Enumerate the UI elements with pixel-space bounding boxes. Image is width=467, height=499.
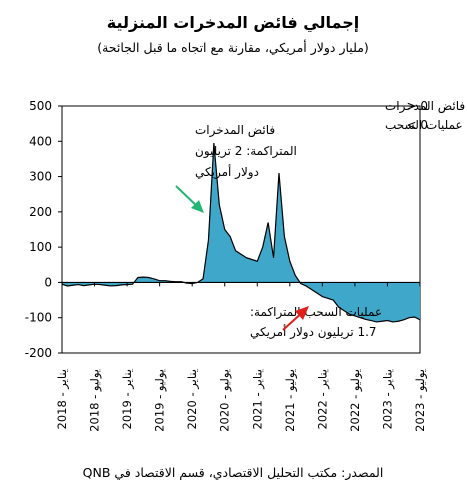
x-tick-label: يناير - 2018: [55, 369, 70, 429]
y-tick-label: 500: [29, 99, 52, 113]
y-tick-label: 100: [29, 240, 52, 254]
legend-symbol-excess: > 0: [406, 99, 428, 113]
y-tick-label: 300: [29, 170, 52, 184]
annotation-excess-line-2: المتراكمة: 2 تريليون: [195, 144, 297, 159]
annotation-excess-line-1: فائض المدخرات: [195, 123, 275, 138]
chart-source: المصدر: مكتب التحليل الاقتصادي، قسم الاق…: [83, 465, 384, 481]
x-tick-label: يناير - 2020: [185, 369, 200, 429]
legend-symbol-drawdown: < 0: [406, 118, 428, 132]
annotation-drawdown: عمليات السحب المتراكمة: 1.7 تريليون دولا…: [250, 305, 382, 340]
y-tick-label: -200: [25, 346, 52, 360]
legend: فائض المدخرات > 0 عمليات السحب < 0: [385, 99, 465, 132]
x-tick-label: يناير - 2021: [250, 369, 265, 429]
x-tick-label: يوليو - 2021: [283, 369, 298, 432]
annotation-excess-line-3: دولار أمريكي: [195, 164, 259, 180]
x-tick-label: يوليو - 2018: [88, 369, 103, 432]
x-tick-label: يوليو - 2022: [348, 369, 363, 432]
y-tick-label: -100: [25, 311, 52, 325]
y-tick-label: 200: [29, 205, 52, 219]
x-tick-label: يوليو - 2023: [413, 369, 428, 432]
annotation-drawdown-line-2: 1.7 تريليون دولار أمريكي: [250, 324, 377, 340]
x-tick-label: يناير - 2019: [120, 369, 135, 429]
annotation-drawdown-line-1: عمليات السحب المتراكمة:: [250, 305, 382, 320]
x-tick-label: يناير - 2023: [380, 369, 395, 429]
y-tick-label: 400: [29, 134, 52, 148]
x-tick-label: يوليو - 2019: [153, 369, 168, 432]
x-tick-label: يناير - 2022: [315, 369, 330, 429]
chart-title: إجمالي فائض المدخرات المنزلية: [107, 13, 359, 33]
chart-subtitle: (مليار دولار أمريكي، مقارنة مع اتجاه ما …: [97, 39, 369, 56]
y-tick-label: 0: [44, 275, 52, 289]
x-tick-label: يوليو - 2020: [218, 369, 233, 432]
